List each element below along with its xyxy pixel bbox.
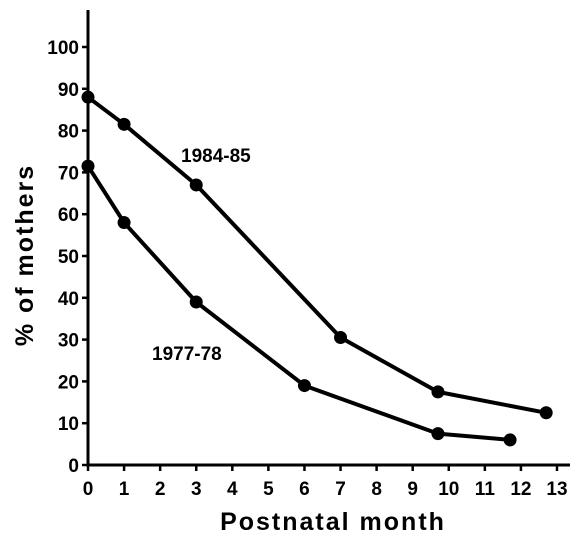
x-tick-label: 10 xyxy=(438,479,459,500)
data-point-1977-78 xyxy=(81,159,95,173)
x-tick-label: 12 xyxy=(510,479,531,500)
series-label-1977-78: 1977-78 xyxy=(152,344,222,365)
x-tick-label: 13 xyxy=(546,479,567,500)
data-point-1977-78 xyxy=(189,295,203,309)
y-tick-label: 50 xyxy=(58,247,79,268)
series-points xyxy=(81,90,553,447)
x-ticks: 0 1 2 3 4 5 6 7 8 9 10 11 12 13 xyxy=(83,465,568,500)
axes xyxy=(86,10,570,467)
y-tick-label: 90 xyxy=(58,80,79,101)
data-point-1977-78 xyxy=(297,379,311,393)
data-point-1977-78 xyxy=(431,427,445,441)
series-lines xyxy=(86,95,547,442)
x-tick-label: 4 xyxy=(227,479,238,500)
x-tick-label: 8 xyxy=(371,479,382,500)
x-tick-label: 9 xyxy=(407,479,418,500)
x-tick-label: 1 xyxy=(119,479,130,500)
x-tick-label: 6 xyxy=(299,479,310,500)
data-point-1984-85 xyxy=(81,90,95,104)
x-tick-label: 0 xyxy=(83,479,94,500)
y-axis-title: % of mothers xyxy=(11,164,39,346)
y-tick-label: 60 xyxy=(58,205,79,226)
series-label-1984-85: 1984-85 xyxy=(181,146,251,167)
y-tick-label: 30 xyxy=(58,331,79,352)
y-tick-label: 40 xyxy=(58,289,79,310)
x-axis-title: Postnatal month xyxy=(220,508,446,536)
y-ticks: 0 10 20 30 40 50 60 70 80 90 100 xyxy=(47,38,88,477)
data-point-1984-85 xyxy=(539,406,553,420)
y-tick-label: 80 xyxy=(58,122,79,143)
data-point-1984-85 xyxy=(117,117,131,131)
data-point-1984-85 xyxy=(189,178,203,192)
data-point-1977-78 xyxy=(117,216,131,230)
y-tick-label: 10 xyxy=(58,414,79,435)
x-tick-label: 7 xyxy=(335,479,346,500)
x-tick-label: 3 xyxy=(191,479,202,500)
y-tick-label: 20 xyxy=(58,372,79,393)
data-point-1977-78 xyxy=(503,433,517,447)
data-point-1984-85 xyxy=(334,331,348,345)
x-tick-label: 11 xyxy=(475,479,496,500)
y-tick-label: 0 xyxy=(68,456,79,477)
y-tick-label: 100 xyxy=(47,38,79,59)
series-line-1984-85 xyxy=(86,95,547,415)
series-line-1977-78 xyxy=(86,165,511,442)
data-point-1984-85 xyxy=(431,385,445,399)
y-tick-label: 70 xyxy=(58,163,79,184)
x-tick-label: 5 xyxy=(263,479,274,500)
x-tick-label: 2 xyxy=(155,479,166,500)
